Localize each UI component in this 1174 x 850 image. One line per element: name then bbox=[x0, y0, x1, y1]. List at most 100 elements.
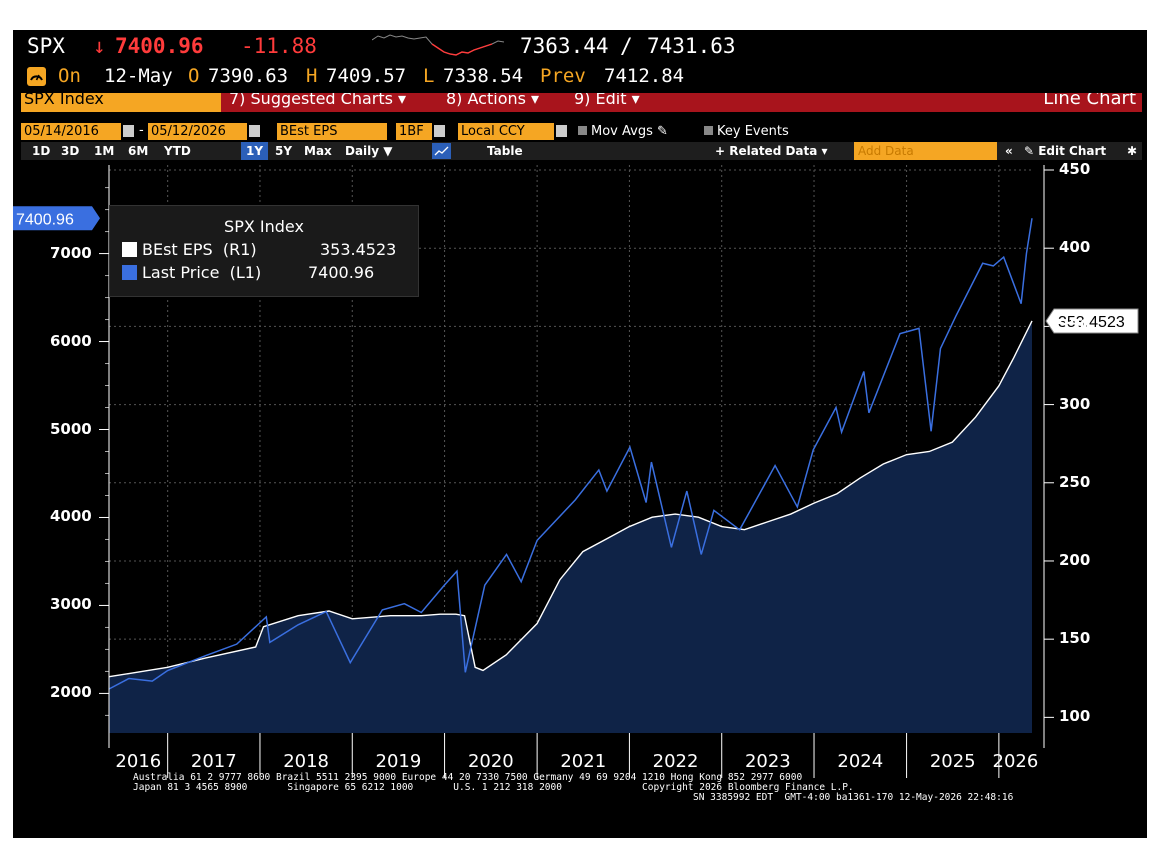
edit-chart-button[interactable]: ✎ Edit Chart bbox=[1024, 142, 1106, 160]
actions-menu[interactable]: 8) Actions ▾ bbox=[446, 93, 539, 108]
legend-price-name: Last Price (L1) bbox=[142, 263, 262, 282]
eps-series-line bbox=[108, 320, 1033, 678]
pencil-icon[interactable]: ✎ bbox=[657, 124, 668, 139]
y-right-tick-label: 450 bbox=[1059, 160, 1091, 178]
range-1d[interactable]: 1D bbox=[32, 144, 51, 158]
prev-value: 7412.84 bbox=[604, 65, 685, 87]
calendar-icon[interactable] bbox=[123, 125, 134, 137]
y-left-tick-label: 5000 bbox=[50, 419, 92, 438]
edit-menu[interactable]: 9) Edit ▾ bbox=[574, 93, 640, 108]
dropdown-icon[interactable] bbox=[556, 125, 567, 137]
y-right-tick-label: 100 bbox=[1059, 707, 1091, 726]
gear-icon[interactable]: ✱ bbox=[1127, 144, 1138, 158]
related-data-menu[interactable]: + Related Data ▾ bbox=[715, 142, 828, 160]
open-label: O bbox=[188, 65, 200, 87]
y-right-tick-label: 400 bbox=[1059, 238, 1091, 257]
y-left-tick-label: 6000 bbox=[50, 331, 92, 350]
contact-footer: Australia 61 2 9777 8600 Brazil 5511 239… bbox=[133, 773, 1013, 803]
chevron-down-icon: ▾ bbox=[392, 93, 407, 108]
mov-avgs-label: Mov Avgs bbox=[591, 124, 653, 139]
edit-label: Edit bbox=[595, 93, 627, 108]
price-last-tag bbox=[13, 206, 100, 231]
range-6m[interactable]: 6M bbox=[128, 144, 149, 158]
x-tick-label: 2026 bbox=[992, 751, 1039, 772]
quote-date: 12-May bbox=[104, 65, 173, 87]
footer-line-1: Australia 61 2 9777 8600 Brazil 5511 239… bbox=[133, 772, 803, 783]
suggested-charts-label: Suggested Charts bbox=[250, 93, 393, 108]
high-value: 7409.57 bbox=[326, 65, 407, 87]
bloomberg-terminal-window: SPX ↓ 7400.96 -11.88 7363.44 / 7431.63 O… bbox=[13, 30, 1147, 838]
y-right-tick-label: 350 bbox=[1059, 316, 1091, 335]
period-input[interactable]: 1BF bbox=[396, 123, 432, 140]
field-input[interactable]: BEst EPS bbox=[277, 123, 387, 140]
range-1m[interactable]: 1M bbox=[94, 144, 115, 158]
x-tick-label: 2021 bbox=[560, 751, 607, 772]
net-change: -11.88 bbox=[241, 34, 317, 58]
range-max[interactable]: Max bbox=[304, 144, 332, 158]
checkbox-icon bbox=[704, 126, 713, 135]
price-eps-chart: 7400.96 353.4523 bbox=[13, 165, 1139, 778]
range-separator: / bbox=[620, 34, 633, 58]
y-right-tick-label: 300 bbox=[1059, 394, 1091, 413]
frequency-dropdown[interactable]: Daily ▼ bbox=[345, 144, 393, 158]
y-right-tick-label: 250 bbox=[1059, 472, 1091, 491]
chart-settings-bar: 05/14/2016 - 05/12/2026 BEst EPS 1BF Loc… bbox=[21, 123, 1142, 140]
down-arrow-icon: ↓ bbox=[93, 34, 106, 58]
eps-last-tag-text: 353.4523 bbox=[1058, 314, 1125, 331]
legend-price-value: 7400.96 bbox=[308, 263, 375, 282]
start-date-input[interactable]: 05/14/2016 bbox=[21, 123, 121, 140]
x-tick-label: 2020 bbox=[467, 751, 514, 772]
chart-axes bbox=[99, 165, 1054, 778]
related-data-label: + Related Data bbox=[715, 144, 818, 158]
legend-swatch-eps bbox=[122, 242, 137, 257]
actions-label: Actions bbox=[467, 93, 526, 108]
range-5y[interactable]: 5Y bbox=[275, 144, 293, 158]
currency-input[interactable]: Local CCY bbox=[458, 123, 554, 140]
high-label: H bbox=[306, 65, 318, 87]
checkbox-icon bbox=[578, 126, 587, 135]
menu-number-icon: 8) bbox=[446, 93, 468, 108]
edit-chart-label: Edit Chart bbox=[1038, 144, 1107, 158]
table-button[interactable]: Table bbox=[487, 144, 523, 158]
y-left-tick-label: 2000 bbox=[50, 683, 92, 702]
mov-avgs-toggle[interactable]: Mov Avgs ✎ bbox=[578, 123, 668, 140]
chart-type-label[interactable]: Line Chart bbox=[1043, 93, 1136, 109]
line-chart-icon[interactable] bbox=[432, 143, 451, 159]
last-price: 7400.96 bbox=[115, 34, 204, 58]
legend-eps-name: BEst EPS (R1) bbox=[142, 240, 257, 259]
eps-area-fill bbox=[109, 320, 1032, 733]
legend-entry-price: Last Price (L1) 7400.96 bbox=[122, 263, 374, 282]
last-value-tags: 7400.96 353.4523 bbox=[13, 206, 1139, 334]
calendar-icon[interactable] bbox=[249, 125, 260, 137]
key-events-label: Key Events bbox=[717, 124, 789, 139]
suggested-charts-menu[interactable]: 7) Suggested Charts ▾ bbox=[229, 93, 406, 108]
add-data-input[interactable]: Add Data bbox=[854, 142, 997, 160]
chart-menu-bar: SPX Index 7) Suggested Charts ▾ 8) Actio… bbox=[21, 93, 1142, 112]
key-events-toggle[interactable]: Key Events bbox=[704, 123, 789, 140]
chevron-down-icon: ▾ bbox=[626, 93, 640, 108]
chart-legend[interactable]: SPX Index BEst EPS (R1) 353.4523 Last Pri… bbox=[109, 205, 419, 297]
date-separator: - bbox=[139, 123, 144, 138]
end-date-input[interactable]: 05/12/2026 bbox=[148, 123, 247, 140]
range-1y[interactable]: 1Y bbox=[241, 142, 269, 160]
x-tick-label: 2023 bbox=[744, 751, 791, 772]
open-value: 7390.63 bbox=[208, 65, 289, 87]
gauge-icon bbox=[27, 67, 46, 86]
price-series-line bbox=[108, 218, 1033, 690]
range-3d[interactable]: 3D bbox=[61, 144, 80, 158]
security-field[interactable]: SPX Index bbox=[21, 93, 221, 112]
x-tick-label: 2025 bbox=[929, 751, 976, 772]
y-left-tick-label: 3000 bbox=[50, 595, 92, 614]
collapse-icon[interactable]: « bbox=[1005, 144, 1013, 158]
legend-swatch-price bbox=[122, 265, 137, 280]
legend-title: SPX Index bbox=[224, 217, 304, 236]
ticker: SPX bbox=[27, 34, 65, 58]
price-last-tag-text: 7400.96 bbox=[16, 211, 74, 228]
x-tick-label: 2016 bbox=[115, 751, 162, 772]
prev-label: Prev bbox=[540, 65, 586, 87]
dropdown-icon[interactable] bbox=[434, 125, 445, 137]
x-tick-label: 2019 bbox=[375, 751, 422, 772]
range-ytd[interactable]: YTD bbox=[164, 144, 191, 158]
eps-last-tag bbox=[1045, 308, 1139, 334]
y-right-tick-label: 200 bbox=[1059, 550, 1091, 569]
